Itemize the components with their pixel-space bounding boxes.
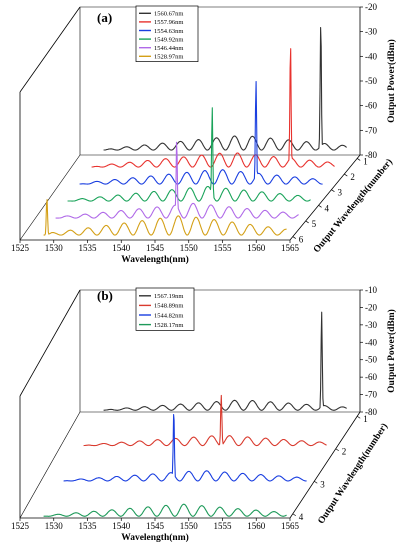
legend-box (135, 5, 199, 62)
depth-tick-mark (314, 480, 318, 484)
depth-tick-label: 1 (363, 156, 368, 166)
series-trace (63, 413, 307, 482)
depth-tick-mark (357, 415, 361, 419)
x-tick-label: 1565 (281, 243, 300, 253)
depth-tick-mark (305, 220, 309, 224)
z-tick-label: -20 (365, 302, 377, 312)
x-tick-label: 1545 (146, 521, 165, 531)
z-tick-label: -40 (365, 337, 377, 347)
panel-label: (b) (97, 288, 113, 303)
x-tick-label: 1560 (247, 243, 266, 253)
z-tick-label: -10 (365, 285, 377, 295)
legend-entry: 1554.63nm (154, 28, 183, 35)
legend-entry: 1544.82nm (154, 312, 183, 319)
z-tick-label: -80 (365, 150, 377, 160)
panel-b: 1525 1530 1535 1540 1545 1550 1555 1560 1565 Wave… (11, 285, 397, 543)
x-tick-label: 1530 (45, 521, 64, 531)
depth-tick-label: 4 (325, 203, 330, 213)
x-tick-label: 1555 (214, 243, 233, 253)
z-tick-label: -50 (365, 355, 377, 365)
depth-tick-mark (318, 205, 322, 208)
x-tick-label: 1525 (11, 243, 30, 253)
x-tick-label: 1540 (112, 521, 131, 531)
panel-a: 1525 1530 1535 1540 1545 1550 1555 1560 1565 Wave… (11, 2, 397, 265)
z-tick-label: -80 (365, 407, 377, 417)
left-wall-top-edge (19, 289, 81, 397)
z-tick-label: -50 (365, 76, 377, 86)
x-tick-label: 1565 (281, 521, 300, 531)
x-tick-label: 1550 (180, 521, 199, 531)
depth-tick-mark (335, 448, 339, 452)
left-wall-top-edge (19, 6, 81, 93)
legend-entry: 1548.89nm (154, 303, 183, 310)
legend-entry: 1546.44nm (154, 45, 183, 52)
depth-tick-label: 1 (363, 414, 368, 424)
panel-label: (a) (97, 10, 112, 25)
floor-right-edge (289, 154, 361, 241)
series-trace (79, 80, 323, 185)
z-axis-label: Output Power(dBm) (386, 309, 397, 393)
legend-entry: 1567.19nm (154, 293, 183, 300)
series-trace (43, 503, 287, 517)
x-tick-label: 1535 (79, 243, 98, 253)
depth-tick-mark (357, 158, 361, 161)
depth-tick-label: 3 (337, 188, 342, 198)
legend-entry: 1560.67nm (154, 11, 183, 18)
z-tick-label: -60 (365, 372, 377, 382)
depth-tick-label: 4 (299, 512, 304, 522)
legend-entry: 1557.96nm (154, 19, 183, 26)
z-tick-label: -30 (365, 27, 377, 37)
depth-tick-label: 5 (312, 219, 317, 229)
legend-entry: 1528.17nm (154, 322, 183, 329)
series-trace (43, 198, 287, 236)
depth-axis-label: Output Wavelength(number) (316, 421, 390, 526)
depth-tick-mark (344, 173, 348, 177)
depth-tick-label: 2 (350, 172, 355, 182)
z-tick-label: -70 (365, 390, 377, 400)
series-trace (67, 107, 311, 202)
x-tick-label: 1550 (180, 243, 199, 253)
x-tick-label: 1555 (214, 521, 233, 531)
z-tick-label: -40 (365, 51, 377, 61)
legend-entry: 1549.92nm (154, 36, 183, 43)
depth-tick-mark (331, 189, 335, 192)
depth-tick-label: 2 (342, 447, 347, 457)
z-tick-label: -60 (365, 101, 377, 111)
z-tick-label: -20 (365, 2, 377, 12)
z-axis-label: Output Power(dBm) (386, 39, 397, 123)
depth-tick-label: 3 (320, 479, 325, 489)
x-tick-label: 1545 (146, 243, 165, 253)
legend-entry: 1528.97nm (154, 54, 183, 61)
x-tick-label: 1560 (247, 521, 266, 531)
x-axis-label: Wavelength(nm) (121, 532, 189, 543)
series-trace (103, 311, 347, 411)
depth-tick-label: 6 (299, 235, 304, 245)
z-tick-label: -70 (365, 125, 377, 135)
series-trace (103, 26, 347, 151)
series-trace (83, 394, 327, 447)
depth-tick-mark (292, 513, 296, 517)
depth-tick-mark (292, 236, 296, 239)
floor-right-edge (289, 411, 361, 519)
floor-left-edge (19, 411, 81, 519)
series-trace (55, 141, 299, 219)
x-axis-label: Wavelength(nm) (121, 254, 189, 265)
x-tick-label: 1540 (112, 243, 131, 253)
x-tick-label: 1535 (79, 521, 98, 531)
floor-left-edge (19, 154, 81, 241)
x-tick-label: 1525 (11, 521, 30, 531)
z-tick-label: -30 (365, 320, 377, 330)
legend-box (135, 287, 195, 331)
x-tick-label: 1530 (45, 243, 64, 253)
